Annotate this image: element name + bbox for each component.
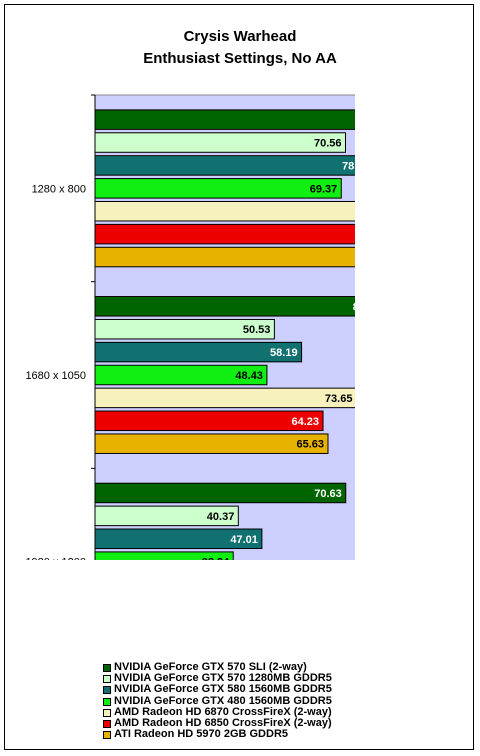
legend-item: AMD Radeon HD 6870 CrossFireX (2-way) bbox=[103, 705, 403, 718]
legend-label: NVIDIA GeForce GTX 570 1280MB GDDR5 bbox=[114, 672, 332, 685]
data-label: 78.47 bbox=[342, 160, 355, 172]
data-label: 40.37 bbox=[207, 511, 235, 523]
data-label: 73.65 bbox=[325, 393, 353, 405]
bar bbox=[94, 341, 303, 363]
data-label: 48.43 bbox=[235, 370, 263, 382]
data-label: 50.53 bbox=[243, 324, 271, 336]
legend-swatch bbox=[103, 697, 111, 706]
data-label: 70.56 bbox=[314, 138, 342, 150]
bar bbox=[94, 178, 342, 199]
bar bbox=[94, 387, 355, 409]
legend-item: NVIDIA GeForce GTX 570 SLI (2-way) bbox=[103, 661, 403, 673]
legend-item: ATI Radeon HD 5970 2GB GDDR5 bbox=[103, 729, 403, 740]
data-label: 64.23 bbox=[291, 416, 319, 428]
legend-label: NVIDIA GeForce GTX 580 1560MB GDDR5 bbox=[114, 683, 332, 696]
data-label: 65.63 bbox=[296, 439, 324, 451]
legend-swatch bbox=[103, 708, 111, 717]
bar bbox=[94, 246, 355, 268]
legend-label: NVIDIA GeForce GTX 570 SLI (2-way) bbox=[114, 661, 307, 673]
legend-label: AMD Radeon HD 6850 CrossFireX (2-way) bbox=[114, 716, 332, 729]
legend-item: NVIDIA GeForce GTX 580 1560MB GDDR5 bbox=[103, 684, 403, 695]
bar bbox=[94, 155, 355, 176]
bar bbox=[94, 551, 234, 560]
legend-item: AMD Radeon HD 6850 CrossFireX (2-way) bbox=[103, 716, 403, 729]
bar bbox=[94, 433, 329, 454]
bar bbox=[94, 364, 268, 386]
chart-subtitle: Enthusiast Settings, No AA bbox=[143, 50, 337, 67]
data-label: 58.19 bbox=[270, 347, 298, 359]
legend-item: NVIDIA GeForce GTX 480 1560MB GDDR5 bbox=[103, 694, 403, 707]
category-label: 1280 x 800 bbox=[32, 183, 86, 195]
legend-swatch bbox=[103, 719, 111, 728]
data-label: 69.37 bbox=[310, 183, 338, 195]
bar bbox=[94, 410, 324, 432]
bar bbox=[94, 200, 355, 222]
legend-item: NVIDIA GeForce GTX 570 1280MB GDDR5 bbox=[103, 673, 403, 684]
legend-swatch bbox=[103, 731, 111, 740]
bar bbox=[94, 109, 355, 130]
bar bbox=[94, 482, 347, 504]
legend: NVIDIA GeForce GTX 570 SLI (2-way) NVIDIA… bbox=[103, 661, 403, 740]
legend-label: NVIDIA GeForce GTX 480 1560MB GDDR5 bbox=[114, 694, 332, 707]
legend-swatch bbox=[103, 675, 111, 684]
bar bbox=[94, 505, 239, 527]
bar bbox=[94, 528, 263, 550]
legend-swatch bbox=[103, 664, 111, 672]
legend-label: AMD Radeon HD 6870 CrossFireX (2-way) bbox=[114, 705, 332, 718]
category-label: 1920 x 1200 bbox=[25, 557, 86, 560]
chart-title: Crysis Warhead bbox=[183, 28, 297, 45]
data-label: 70.63 bbox=[314, 488, 342, 500]
legend-swatch bbox=[103, 686, 111, 695]
bar bbox=[94, 318, 275, 340]
bar bbox=[94, 132, 346, 153]
bar bbox=[94, 223, 355, 245]
data-label: 47.01 bbox=[230, 534, 258, 546]
data-label: 38.94 bbox=[202, 557, 230, 560]
bar bbox=[94, 296, 355, 317]
plot-area: 1280 x 80092.5470.5678.4769.3789.2782.01… bbox=[25, 94, 355, 560]
data-label: 81.49 bbox=[353, 301, 355, 313]
category-label: 1680 x 1050 bbox=[25, 370, 86, 382]
legend-label: ATI Radeon HD 5970 2GB GDDR5 bbox=[114, 728, 289, 741]
